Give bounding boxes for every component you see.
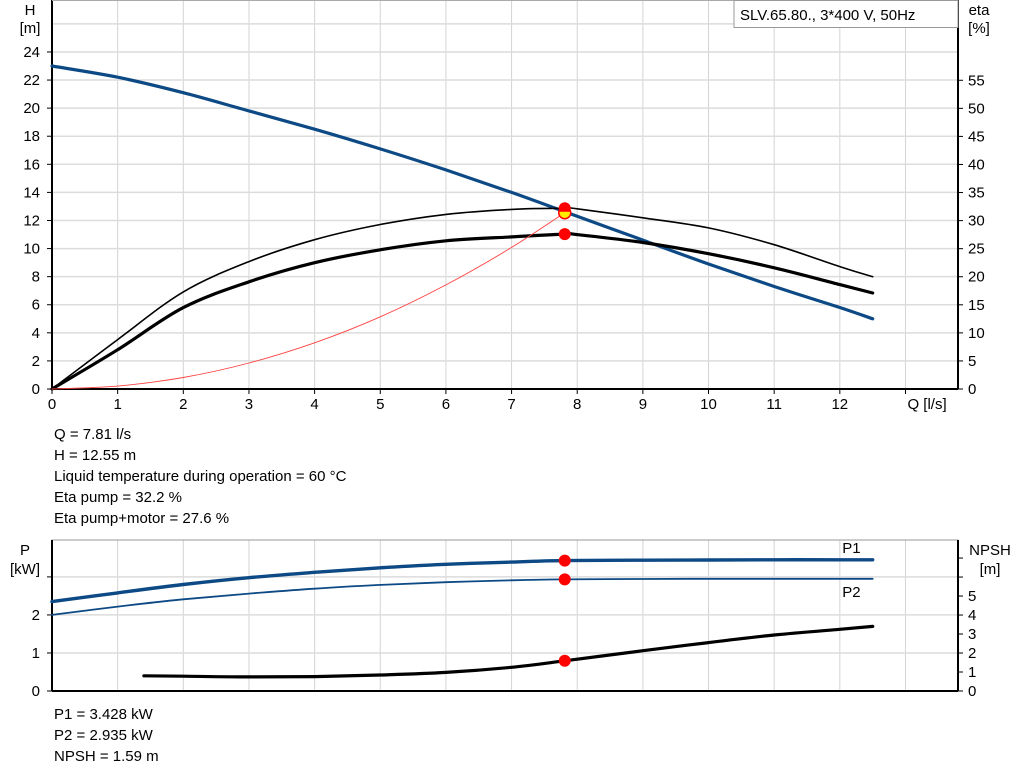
y-tick-label: 12 xyxy=(23,212,40,229)
y2-tick-label: 5 xyxy=(968,353,976,370)
y2-tick-label: 55 xyxy=(968,72,985,89)
x-tick-label: 11 xyxy=(766,396,782,413)
y-tick-label: 14 xyxy=(23,184,40,201)
y2-tick-label: 30 xyxy=(968,213,985,230)
series-head xyxy=(50,64,875,321)
y-tick-label: 8 xyxy=(32,269,40,286)
power-point-info: P1 = 3.428 kW P2 = 2.935 kW NPSH = 1.59 … xyxy=(54,704,159,767)
y-axis-label-h: H xyxy=(25,2,36,19)
y2-tick-label: 40 xyxy=(968,156,985,173)
x-tick-label: 10 xyxy=(700,396,717,413)
x-tick-label: 9 xyxy=(639,396,647,413)
p-tick-label: 0 xyxy=(32,683,40,700)
operating-point-p1 xyxy=(558,554,571,567)
info-flow: Q = 7.81 l/s xyxy=(54,426,132,443)
y2-axis-label-eta: eta xyxy=(969,2,991,19)
info-head: H = 12.55 m xyxy=(54,447,137,464)
y-tick-label: 10 xyxy=(23,241,40,258)
series-eta-pump xyxy=(51,207,874,390)
operating-point-npsh xyxy=(558,654,571,667)
y2-tick-label: 35 xyxy=(968,185,985,202)
x-tick-label: 2 xyxy=(179,396,187,413)
x-tick-label: 4 xyxy=(310,396,318,413)
series-p2 xyxy=(51,577,874,616)
y-tick-label: 20 xyxy=(23,100,40,117)
chart-title: SLV.65.80., 3*400 V, 50Hz xyxy=(740,7,915,24)
y2-tick-label: 45 xyxy=(968,128,985,145)
x-tick-label: 5 xyxy=(376,396,384,413)
y2-tick-label: 10 xyxy=(968,325,985,342)
info-eta-pump-motor: Eta pump+motor = 27.6 % xyxy=(54,510,230,527)
npsh-axis-label: NPSH xyxy=(969,542,1011,559)
y-tick-label: 18 xyxy=(23,128,40,145)
x-tick-label: 7 xyxy=(507,396,515,413)
npsh-tick-label: 2 xyxy=(968,645,976,662)
info-p2: P2 = 2.935 kW xyxy=(54,727,153,744)
series-eta-pump-motor xyxy=(50,232,875,391)
y2-tick-label: 25 xyxy=(968,241,985,258)
operating-point-eta-pump-motor xyxy=(558,228,571,241)
p-axis-label: P xyxy=(20,542,30,559)
series-npsh xyxy=(142,624,875,679)
info-temperature: Liquid temperature during operation = 60… xyxy=(54,468,347,485)
npsh-tick-label: 3 xyxy=(968,626,976,643)
operating-point-p2 xyxy=(558,573,571,586)
series-label-p2: P2 xyxy=(842,584,860,601)
y2-tick-label: 15 xyxy=(968,297,985,314)
y-tick-label: 16 xyxy=(23,156,40,173)
info-npsh: NPSH = 1.59 m xyxy=(54,748,159,765)
y2-tick-label: 0 xyxy=(968,381,976,398)
p-tick-label: 2 xyxy=(32,607,40,624)
x-tick-label: 3 xyxy=(245,396,253,413)
y2-tick-label: 20 xyxy=(968,269,985,286)
x-tick-label: 12 xyxy=(831,396,848,413)
series-label-p1: P1 xyxy=(842,540,860,557)
info-eta-pump: Eta pump = 32.2 % xyxy=(54,489,182,506)
series-system xyxy=(51,212,566,390)
y-axis-unit-h: [m] xyxy=(20,20,41,37)
y-tick-label: 24 xyxy=(23,44,40,61)
x-tick-label: 0 xyxy=(48,396,56,413)
duty-point-info: Q = 7.81 l/s H = 12.55 m Liquid temperat… xyxy=(54,424,346,529)
npsh-tick-label: 1 xyxy=(968,664,976,681)
npsh-tick-label: 4 xyxy=(968,607,976,624)
x-tick-label: 6 xyxy=(442,396,450,413)
p-axis-unit: [kW] xyxy=(10,561,40,578)
y-tick-label: 0 xyxy=(32,381,40,398)
y-tick-label: 2 xyxy=(32,353,40,370)
operating-point-head-top xyxy=(558,205,571,212)
title-box xyxy=(733,0,959,28)
y-tick-label: 6 xyxy=(32,297,40,314)
y2-tick-label: 50 xyxy=(968,100,985,117)
x-tick-label: 8 xyxy=(573,396,581,413)
x-axis-label: Q [l/s] xyxy=(907,396,946,413)
y-tick-label: 4 xyxy=(32,325,40,342)
y-tick-label: 22 xyxy=(23,72,40,89)
info-p1: P1 = 3.428 kW xyxy=(54,706,153,723)
x-tick-label: 1 xyxy=(113,396,121,413)
npsh-tick-label: 0 xyxy=(968,683,976,700)
npsh-tick-label: 5 xyxy=(968,588,976,605)
npsh-axis-unit: [m] xyxy=(980,561,1001,578)
y2-axis-unit-eta: [%] xyxy=(968,20,990,37)
series-p1 xyxy=(50,558,875,604)
p-tick-label: 1 xyxy=(32,645,40,662)
